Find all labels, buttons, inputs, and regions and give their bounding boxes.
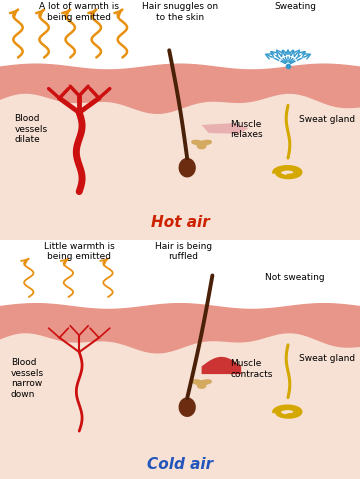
Text: Hot air: Hot air <box>150 215 210 230</box>
Text: A lot of warmth is
being emitted: A lot of warmth is being emitted <box>39 2 119 22</box>
Polygon shape <box>192 380 211 388</box>
Polygon shape <box>179 159 195 177</box>
Polygon shape <box>192 140 211 148</box>
Text: Little warmth is
being emitted: Little warmth is being emitted <box>44 242 114 262</box>
Text: Sweat gland: Sweat gland <box>299 354 355 364</box>
Polygon shape <box>202 357 241 374</box>
Polygon shape <box>202 123 248 134</box>
Text: Not sweating: Not sweating <box>265 273 325 282</box>
Text: Hair is being
ruffled: Hair is being ruffled <box>155 242 212 262</box>
Text: Blood
vessels
narrow
down: Blood vessels narrow down <box>11 358 44 399</box>
Text: Muscle
contracts: Muscle contracts <box>230 359 273 379</box>
Text: Hair snuggles on
to the skin: Hair snuggles on to the skin <box>142 2 218 22</box>
Text: Muscle
relaxes: Muscle relaxes <box>230 120 263 139</box>
Text: Sweating: Sweating <box>274 2 316 11</box>
Text: Sweat gland: Sweat gland <box>299 115 355 124</box>
Text: Blood
vessels
dilate: Blood vessels dilate <box>14 114 48 144</box>
Text: Cold air: Cold air <box>147 457 213 472</box>
Polygon shape <box>179 398 195 416</box>
